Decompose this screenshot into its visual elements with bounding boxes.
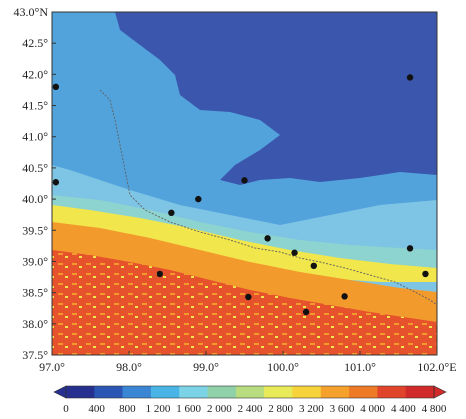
station-marker — [302, 308, 310, 316]
colorbar-swatch — [150, 386, 180, 398]
lon-tick-label: 99.0° — [193, 360, 219, 374]
elevation-region-deep — [115, 12, 437, 185]
station-marker — [156, 270, 163, 278]
elevation-region-red — [52, 250, 437, 355]
station-marker — [52, 83, 60, 91]
lon-tick-label: 98.0° — [116, 360, 142, 374]
lon-tick-label: 102.0°E — [417, 360, 456, 374]
colorbar-swatch — [94, 386, 123, 398]
latitude-axis: 43.0°N 42.5° 42.0° 41.5° 41.0° 40.5° 40.0° 39.5… — [14, 5, 56, 362]
colorbar-label: 0 — [63, 403, 69, 415]
lat-tick-label: 37.5° — [22, 348, 48, 362]
lat-tick-label: 41.5° — [22, 99, 48, 113]
station-marker — [195, 195, 202, 203]
station-marker — [406, 245, 414, 252]
lat-tick-label: 42.5° — [22, 36, 48, 50]
colorbar-label: 4 400 — [391, 403, 416, 415]
station-marker — [422, 270, 429, 278]
lat-tick-label: 42.0° — [22, 67, 48, 81]
lat-tick-label: 39.0° — [22, 254, 48, 268]
station-marker — [168, 209, 175, 217]
colorbar: 0 400 800 1 200 1 600 2 000 2 400 2 800 3 200 3 6… — [53, 385, 447, 415]
lat-tick-label: 40.5° — [22, 161, 48, 175]
province-boundary — [99, 89, 437, 306]
colorbar-label: 2 800 — [268, 403, 293, 415]
colorbar-label: 800 — [119, 403, 136, 415]
longitude-axis: 97.0° 98.0° 99.0° 100.0° 101.0° 102.0°E — [39, 351, 457, 374]
plot-frame — [51, 11, 438, 356]
map-plot-area — [52, 12, 437, 355]
colorbar-label: 2 400 — [238, 403, 263, 415]
colorbar-frame — [65, 385, 435, 399]
lat-tick-label: 38.0° — [22, 317, 48, 331]
colorbar-swatch — [179, 386, 208, 398]
colorbar-label: 4 800 — [422, 403, 447, 415]
elevation-region-yellow — [52, 205, 437, 282]
colorbar-swatch — [207, 386, 237, 398]
station-markers — [52, 74, 429, 316]
station-marker — [341, 293, 348, 300]
colorbar-label: 3 200 — [299, 403, 324, 415]
lat-tick-label: 43.0°N — [14, 5, 49, 19]
lat-tick-label: 41.0° — [22, 130, 48, 144]
station-marker — [241, 177, 248, 184]
colorbar-label: 2 000 — [207, 403, 232, 415]
colorbar-swatch — [66, 386, 95, 398]
colorbar-swatch — [377, 386, 406, 398]
station-marker — [291, 249, 298, 256]
station-marker — [406, 74, 414, 81]
colorbar-swatch — [235, 386, 265, 398]
colorbar-swatch — [405, 386, 435, 398]
station-marker — [245, 293, 252, 301]
colorbar-swatch — [292, 386, 322, 398]
colorbar-swatch — [264, 386, 293, 398]
lon-tick-label: 101.0° — [344, 360, 376, 374]
station-marker — [310, 262, 317, 270]
colorbar-label: 1 600 — [176, 403, 201, 415]
colorbar-swatch — [320, 386, 350, 398]
lon-tick-label: 100.0° — [267, 360, 299, 374]
colorbar-label: 4 000 — [360, 403, 385, 415]
lat-tick-label: 38.5° — [22, 286, 48, 300]
station-marker — [52, 179, 60, 186]
colorbar-swatch — [122, 386, 152, 398]
colorbar-label: 400 — [88, 403, 105, 415]
colorbar-extend-high — [433, 385, 447, 399]
elevation-region-teal — [52, 195, 437, 270]
colorbar-label: 1 200 — [146, 403, 171, 415]
colorbar-label: 3 600 — [330, 403, 355, 415]
lat-tick-label: 39.5° — [22, 223, 48, 237]
lon-tick-label: 97.0° — [39, 360, 65, 374]
colorbar-extend-low — [53, 385, 67, 399]
station-marker — [264, 235, 271, 242]
colorbar-swatch — [349, 386, 378, 398]
lat-tick-label: 40.0° — [22, 192, 48, 206]
